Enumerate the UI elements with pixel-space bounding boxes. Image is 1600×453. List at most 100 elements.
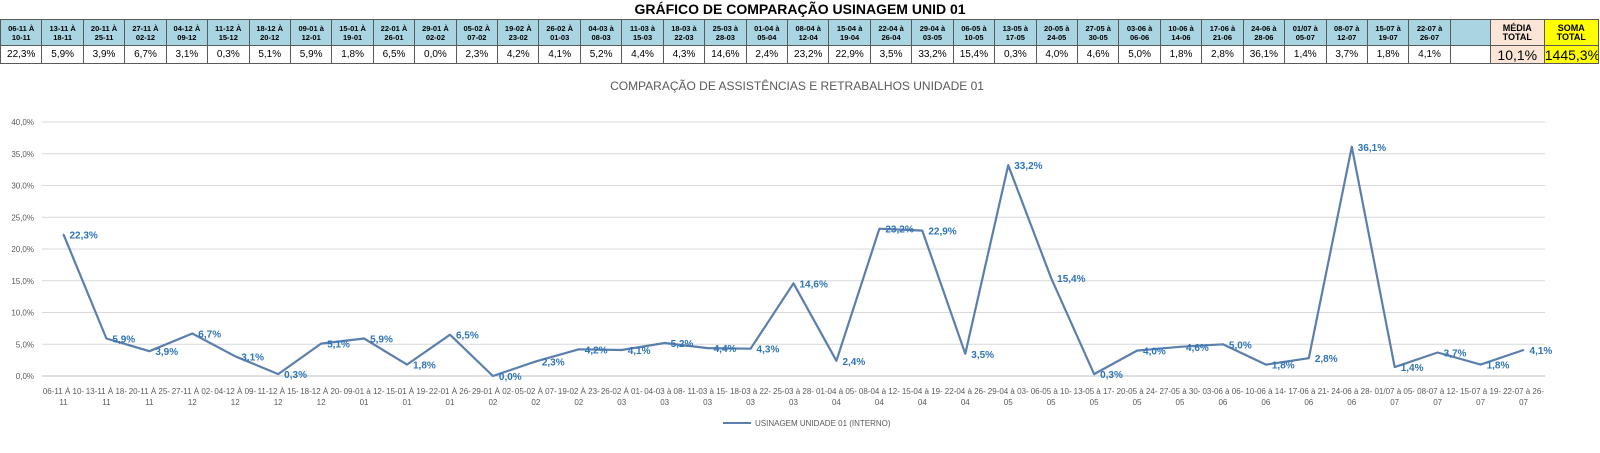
y-tick-label: 40,0%	[11, 118, 34, 127]
header-line-2: 19-04	[840, 32, 860, 42]
data-label: 5,9%	[370, 335, 393, 346]
media-total-header: MÉDIA TOTAL	[1489, 19, 1545, 46]
table-header-cell: 09-01 à 12-01	[289, 19, 333, 46]
x-tick-label-line2: 07	[1433, 398, 1442, 407]
x-tick-label-line2: 03	[746, 398, 755, 407]
table-value-cell: 1,8%	[1159, 45, 1203, 64]
table-value-cell: 3,1%	[165, 45, 209, 64]
data-labels: 22,3% 5,9% 3,9% 6,7% 3,1% 0,3% 5,1% 5,9% 1,8% 6,5…	[69, 143, 1552, 383]
table-header-cell: 22-01 À 26-01	[372, 19, 416, 46]
data-point	[1308, 357, 1310, 360]
x-tick-label-line2: 01	[360, 398, 369, 407]
data-label: 14,6%	[800, 279, 828, 290]
table-value-cell: 3,9%	[82, 45, 126, 64]
data-point	[449, 333, 451, 336]
x-tick-label: 18-03 à 22-	[730, 387, 771, 396]
x-tick-label: 05-02 À 07-	[515, 387, 557, 396]
x-tick-label-line2: 01	[446, 398, 455, 407]
header-line-1: 13-11 À	[49, 23, 76, 33]
table-value-cell: 22,3%	[0, 45, 43, 64]
header-line-2: 12-07	[1337, 32, 1357, 42]
header-line-2: 14-06	[1171, 32, 1191, 42]
x-tick-label-line2: 12	[274, 398, 283, 407]
y-tick-label: 0,0%	[16, 372, 34, 381]
header-line-2: 02-12	[135, 32, 156, 42]
header-line-2: TOTAL	[1502, 31, 1532, 42]
data-label: 3,9%	[155, 347, 178, 358]
data-point	[835, 359, 838, 362]
data-point	[234, 355, 237, 358]
table-header-cell: 26-02 À 01-03	[538, 19, 581, 46]
x-tick-label-line2: 05	[1133, 398, 1142, 407]
table-header-cell: 18-03 à 22-03	[662, 19, 706, 46]
table-header-row: 06-11 À 10-11 13-11 À 18-11 20-11 À 25-11 27-1…	[0, 19, 1599, 46]
data-label: 4,3%	[757, 345, 780, 356]
x-tick-label-line2: 07	[1519, 398, 1528, 407]
x-tick-label-line2: 02	[574, 398, 583, 407]
data-point	[363, 337, 365, 340]
table-value-cell: 6,7%	[124, 45, 167, 64]
data-label: 6,7%	[198, 329, 221, 340]
table-value-cell: 1,4%	[1284, 45, 1327, 64]
header-line-2: 22-03	[674, 32, 694, 42]
data-point	[921, 229, 924, 232]
header-line-1: 11-03 à	[630, 23, 656, 33]
table-header-cell: 11-12 À 15-12	[207, 19, 250, 46]
header-line-1: 20-05 à	[1044, 23, 1070, 33]
header-line-1: 26-02 À	[546, 23, 574, 33]
x-tick-label: 13-05 à 17-	[1074, 387, 1115, 396]
y-tick-label: 10,0%	[11, 309, 34, 318]
data-label: 1,8%	[413, 361, 436, 372]
header-line-1: 04-12 À	[173, 23, 201, 33]
header-line-2: 15-12	[218, 32, 238, 42]
data-label: 23,2%	[885, 225, 913, 236]
table-value-cell: 5,9%	[289, 45, 333, 64]
x-tick-label-line2: 11	[59, 398, 68, 407]
header-line-2: 26-07	[1419, 32, 1440, 42]
table-value-cell: 22,9%	[828, 45, 871, 64]
header-line-2: 02-02	[425, 32, 446, 42]
header-line-2: 23-02	[508, 32, 528, 42]
table-header-cell: 20-05 à 24-05	[1035, 19, 1078, 46]
data-point	[148, 350, 151, 353]
header-line-2: 21-06	[1212, 32, 1233, 42]
data-point	[1007, 164, 1010, 166]
data-label: 22,3%	[69, 230, 97, 241]
data-point	[1350, 145, 1353, 148]
media-total-value: 10,1%	[1489, 45, 1545, 64]
table-header-cell: 20-11 À 25-11	[82, 19, 126, 46]
x-tick-label: 22-04 à 26-	[945, 387, 986, 396]
x-tick-label-line2: 06	[1304, 398, 1313, 407]
table-value-cell: 5,0%	[1118, 45, 1161, 64]
table-header-cell: 11-03 à 15-03	[621, 19, 664, 46]
data-label: 0,3%	[284, 370, 307, 381]
x-tick-label: 11-12 À 15-	[258, 387, 300, 396]
header-line-2: 15-03	[632, 32, 653, 42]
line-chart: COMPARAÇÃO DE ASSISTÊNCIAS E RETRABALHOS…	[11, 78, 1552, 428]
table-value-cell: 4,0%	[1035, 45, 1078, 64]
header-line-1: 27-05 à	[1085, 23, 1111, 33]
x-tick-label-line2: 03	[789, 398, 798, 407]
table-value-cell: 4,3%	[662, 45, 706, 64]
data-label: 22,9%	[928, 227, 956, 238]
header-line-2: 09-12	[177, 32, 197, 42]
x-tick-label: 11-03 à 15-	[687, 387, 728, 396]
x-tick-label: 18-12 À 20-	[300, 387, 342, 396]
x-tick-label: 04-03 à 08-	[644, 387, 685, 396]
data-label: 4,6%	[1186, 343, 1209, 354]
data-label: 6,5%	[456, 331, 479, 342]
chart-title: COMPARAÇÃO DE ASSISTÊNCIAS E RETRABALHOS…	[610, 78, 984, 93]
header-line-2: 01-03	[550, 32, 570, 42]
table-value-cell: 0,3%	[994, 45, 1037, 64]
header-line-1: 08-07 à	[1333, 23, 1360, 33]
table-gap-cell	[1449, 19, 1491, 46]
x-tick-label: 17-06 à 21-	[1288, 387, 1329, 396]
x-tick-label: 29-01 À 02-	[472, 387, 514, 396]
header-line-2: 30-05	[1088, 32, 1108, 42]
data-label: 36,1%	[1358, 143, 1386, 154]
x-tick-label: 22-07 à 26-	[1503, 387, 1544, 396]
x-tick-label: 27-05 à 30-	[1160, 387, 1201, 396]
x-tick-label: 08-07 à 12-	[1417, 387, 1458, 396]
data-label: 3,7%	[1444, 349, 1467, 360]
table-header-cell: 29-01 À 02-02	[414, 19, 457, 46]
